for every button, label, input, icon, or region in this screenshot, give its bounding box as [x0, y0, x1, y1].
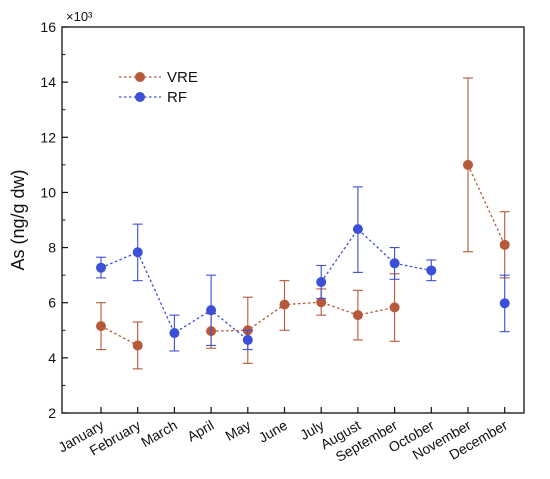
legend-marker [135, 92, 145, 102]
plot-frame [61, 26, 525, 414]
y-tick-label: 4 [48, 350, 56, 366]
series-line [100, 164, 506, 346]
y-tick-label: 12 [40, 129, 56, 145]
data-point [132, 340, 143, 351]
x-tick-label: June [256, 417, 290, 446]
legend-marker [135, 72, 145, 82]
series-line [101, 229, 505, 340]
x-tick-label: April [184, 417, 216, 445]
data-point [352, 224, 363, 235]
legend: VRE RF [119, 69, 198, 106]
series-rf [96, 186, 510, 352]
data-point [499, 239, 510, 250]
series-layer [96, 77, 510, 370]
data-point [426, 265, 437, 276]
y-axis-label: As (ng/g dw) [8, 169, 28, 270]
data-point [352, 310, 363, 321]
data-point [389, 258, 400, 269]
legend-label: VRE [167, 69, 198, 86]
data-point [463, 159, 473, 170]
data-point [96, 321, 106, 332]
data-point [389, 302, 400, 313]
x-tick-label: May [222, 417, 253, 444]
x-tick-label: March [138, 417, 180, 450]
data-point [316, 297, 327, 308]
legend-label: RF [167, 89, 187, 106]
y-tick-label: 6 [48, 295, 56, 311]
data-point [242, 334, 253, 345]
data-point [169, 328, 180, 339]
data-point [132, 247, 143, 258]
data-point [206, 305, 217, 316]
data-point [279, 299, 290, 310]
data-point [96, 262, 106, 273]
y-tick-label: 8 [48, 240, 56, 256]
y-tick-label: 10 [40, 184, 56, 200]
data-point [316, 277, 327, 288]
data-point [499, 298, 510, 309]
y-tick-label: 14 [40, 74, 56, 90]
y-tick-label: 2 [48, 405, 56, 421]
y-axis-ticks: 2 4 6 8 10 12 14 16 [40, 19, 68, 421]
series-vre [96, 77, 510, 370]
y-tick-label: 16 [40, 19, 56, 35]
y-multiplier-label: ×10³ [66, 9, 93, 24]
